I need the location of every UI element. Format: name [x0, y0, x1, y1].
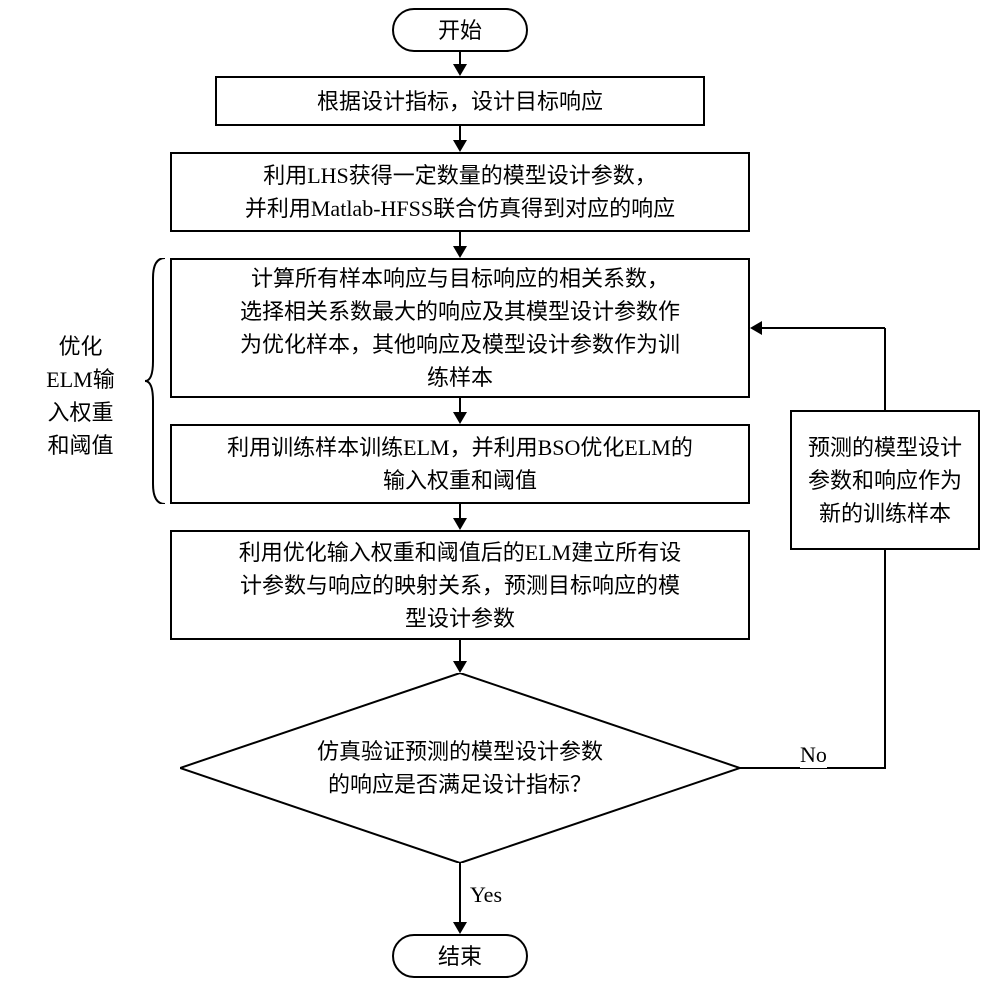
node-feedback: 预测的模型设计 参数和响应作为 新的训练样本	[790, 410, 980, 550]
node-end-text: 结束	[438, 940, 482, 973]
edge-n1-n2-head	[453, 140, 467, 152]
node-design-target: 根据设计指标，设计目标响应	[215, 76, 705, 126]
edge-label-yes-text: Yes	[470, 882, 502, 907]
edge-feedback-n3-head	[750, 321, 762, 335]
edge-n3-n4-head	[453, 412, 467, 424]
node-predict-text: 利用优化输入权重和阈值后的ELM建立所有设 计参数与响应的映射关系，预测目标响应…	[239, 536, 681, 635]
brace-icon	[145, 258, 167, 504]
node-decision-text-wrap: 仿真验证预测的模型设计参数 的响应是否满足设计指标？	[260, 718, 660, 818]
node-feedback-text: 预测的模型设计 参数和响应作为 新的训练样本	[808, 431, 962, 530]
edge-decision-end	[459, 863, 461, 922]
node-predict: 利用优化输入权重和阈值后的ELM建立所有设 计参数与响应的映射关系，预测目标响应…	[170, 530, 750, 640]
edge-n1-n2	[459, 126, 461, 140]
edge-n2-n3	[459, 232, 461, 246]
side-label-text: 优化 ELM输 入权重 和阈值	[46, 334, 114, 458]
node-lhs-sim: 利用LHS获得一定数量的模型设计参数， 并利用Matlab-HFSS联合仿真得到…	[170, 152, 750, 232]
node-start-text: 开始	[438, 14, 482, 47]
edge-feedback-n3-v	[884, 328, 886, 410]
edge-decision-feedback-v	[884, 550, 886, 769]
node-end: 结束	[392, 934, 528, 978]
edge-start-n1	[459, 52, 461, 64]
node-train-elm: 利用训练样本训练ELM，并利用BSO优化ELM的 输入权重和阈值	[170, 424, 750, 504]
edge-decision-end-head	[453, 922, 467, 934]
node-design-target-text: 根据设计指标，设计目标响应	[317, 85, 603, 118]
edge-feedback-n3-h	[762, 327, 885, 329]
node-train-elm-text: 利用训练样本训练ELM，并利用BSO优化ELM的 输入权重和阈值	[227, 431, 693, 497]
edge-n2-n3-head	[453, 246, 467, 258]
edge-n5-decision	[459, 640, 461, 661]
node-decision-text: 仿真验证预测的模型设计参数 的响应是否满足设计指标？	[317, 735, 603, 801]
edge-label-no: No	[800, 742, 827, 768]
node-lhs-sim-text: 利用LHS获得一定数量的模型设计参数， 并利用Matlab-HFSS联合仿真得到…	[245, 159, 675, 225]
node-decision: 仿真验证预测的模型设计参数 的响应是否满足设计指标？	[180, 673, 740, 863]
edge-label-yes: Yes	[470, 882, 502, 908]
edge-n5-decision-head	[453, 661, 467, 673]
node-start: 开始	[392, 8, 528, 52]
edge-n3-n4	[459, 398, 461, 412]
edge-start-n1-head	[453, 64, 467, 76]
node-correlation-text: 计算所有样本响应与目标响应的相关系数， 选择相关系数最大的响应及其模型设计参数作…	[240, 262, 680, 394]
side-label-elm: 优化 ELM输 入权重 和阈值	[8, 330, 153, 462]
edge-label-no-text: No	[800, 742, 827, 767]
node-correlation: 计算所有样本响应与目标响应的相关系数， 选择相关系数最大的响应及其模型设计参数作…	[170, 258, 750, 398]
edge-n4-n5	[459, 504, 461, 518]
edge-n4-n5-head	[453, 518, 467, 530]
